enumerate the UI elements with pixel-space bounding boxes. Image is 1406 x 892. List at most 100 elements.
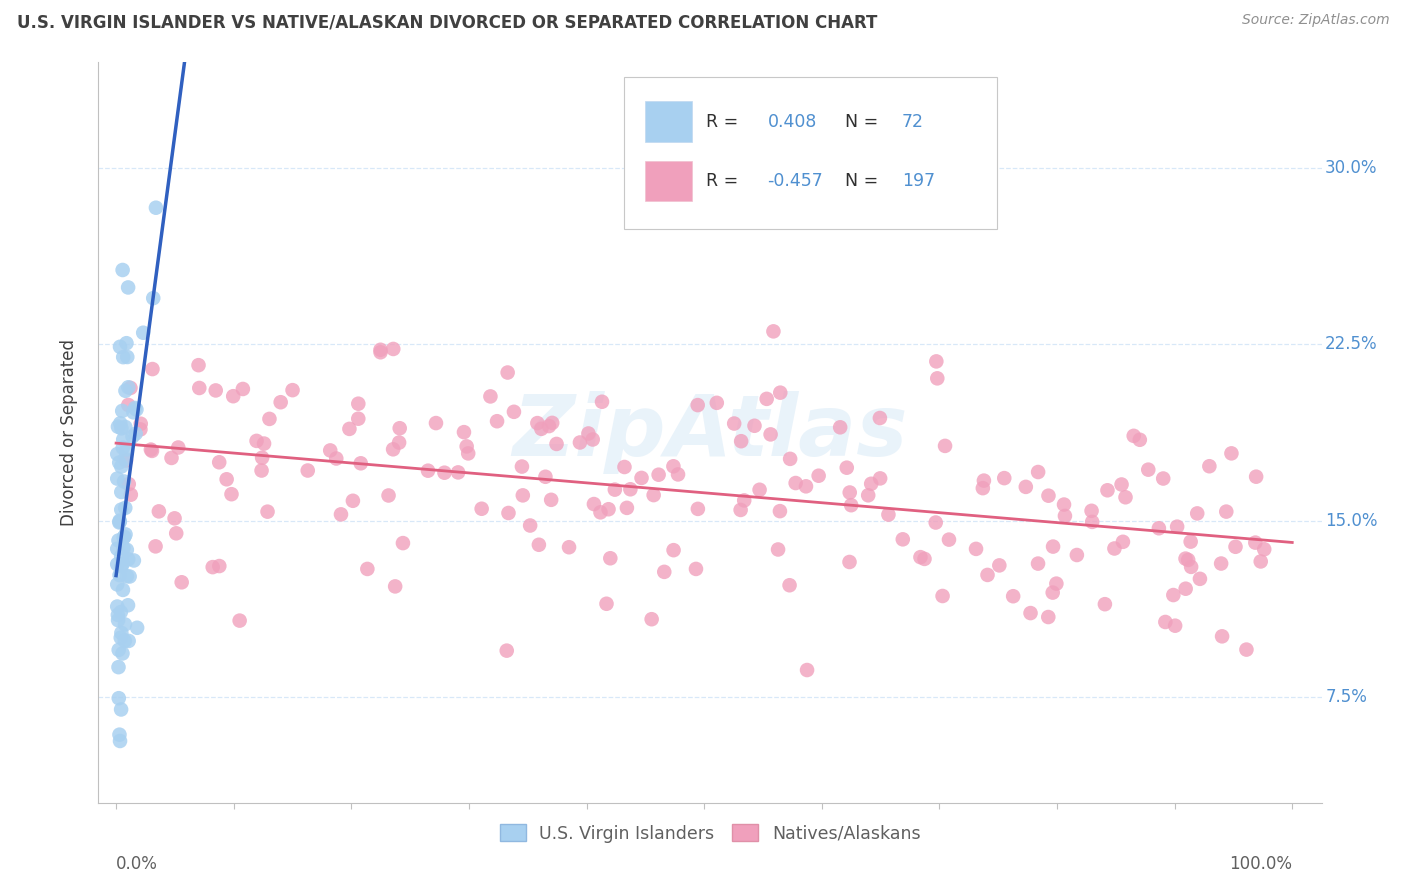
Point [145,540,167,554]
Point [1244,469,1267,483]
Point [972,481,994,495]
Point [1038,610,1060,624]
Point [723,417,745,431]
Point [110,631,132,645]
Point [163,511,186,525]
Point [392,536,415,550]
Point [976,568,998,582]
Point [925,516,948,530]
Point [925,354,948,368]
Point [141,443,163,458]
Point [350,456,373,470]
Point [112,530,135,544]
Point [769,504,792,518]
Point [1220,446,1243,460]
Point [1002,589,1025,603]
Point [108,516,131,530]
Point [643,488,665,502]
Point [105,558,128,572]
Point [142,291,165,305]
Point [382,442,405,457]
Point [1244,535,1267,549]
Point [112,541,135,555]
Y-axis label: Divorced or Separated: Divorced or Separated [59,339,77,526]
Point [503,405,526,419]
Point [347,397,370,411]
Point [599,551,621,566]
Point [425,416,447,430]
Point [1115,490,1137,504]
Point [170,575,193,590]
Point [733,493,755,508]
Point [877,508,900,522]
Text: N =: N = [845,172,883,190]
Point [115,442,138,457]
Point [1053,498,1076,512]
Text: -0.457: -0.457 [768,172,824,190]
Point [118,634,141,648]
Point [1042,540,1064,554]
Point [114,527,136,541]
Point [245,434,267,448]
Point [582,497,605,511]
Point [319,443,342,458]
Point [1180,559,1202,574]
Point [112,531,135,545]
Point [1211,629,1233,643]
Point [107,607,129,622]
Point [110,417,132,431]
Point [510,459,533,474]
Point [1177,553,1199,567]
Point [1019,606,1042,620]
Point [973,474,995,488]
Point [616,500,638,515]
Point [530,422,553,436]
Point [619,483,641,497]
Point [910,550,932,565]
Point [114,384,136,398]
Point [115,336,138,351]
Point [839,498,862,512]
Point [112,350,135,364]
Point [201,560,224,574]
Point [330,508,353,522]
Point [1026,465,1049,479]
Point [281,383,304,397]
Point [744,418,766,433]
Point [356,562,378,576]
Point [988,558,1011,573]
Point [640,612,662,626]
Point [598,502,620,516]
Point [453,425,475,439]
Point [830,420,852,434]
Point [1111,477,1133,491]
Point [1164,618,1187,632]
Point [108,728,131,742]
Point [105,447,128,461]
Point [927,371,949,385]
Point [838,485,860,500]
Point [779,451,801,466]
Point [1066,548,1088,562]
FancyBboxPatch shape [624,78,997,229]
Point [759,427,782,442]
FancyBboxPatch shape [645,102,692,142]
Point [914,552,936,566]
Point [108,340,131,354]
Point [647,467,669,482]
Point [105,472,128,486]
Point [838,555,860,569]
Point [110,459,132,474]
Point [111,582,134,597]
Point [568,435,591,450]
Text: R =: R = [706,172,744,190]
Point [856,488,879,502]
Point [122,553,145,567]
Point [120,381,142,395]
Text: 72: 72 [903,112,924,130]
Point [891,533,914,547]
Point [105,541,128,556]
Legend: U.S. Virgin Islanders, Natives/Alaskans: U.S. Virgin Islanders, Natives/Alaskans [492,818,928,850]
Point [785,476,807,491]
Point [1187,507,1209,521]
